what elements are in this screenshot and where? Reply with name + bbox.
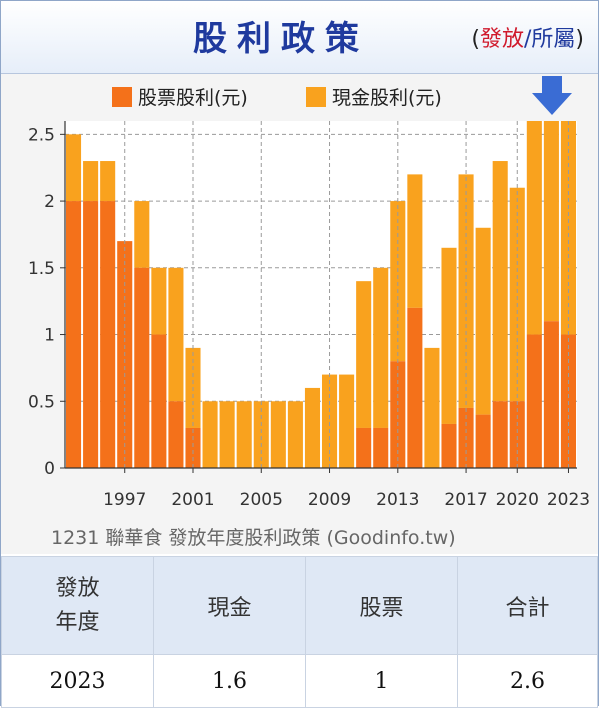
legend-label-cash: 現金股利(元) [332, 87, 442, 109]
legend-swatch-cash [306, 87, 326, 107]
bar-stock-2001 [185, 427, 201, 468]
bar-stock-2022 [543, 321, 559, 468]
bar-cash-2000 [168, 267, 184, 402]
header-year-label: 發放 年度 [55, 575, 100, 635]
cell-cash: 1.6 [153, 654, 306, 708]
legend-label-stock: 股票股利(元) [138, 87, 248, 109]
table-header-row: 發放 年度 現金 股票 合計 [1, 556, 598, 655]
bar-cash-2018 [475, 227, 491, 415]
bar-cash-1996 [100, 161, 116, 202]
panel-header: 股利政策 (發放/所屬) [1, 1, 598, 74]
bar-cash-2010 [339, 374, 355, 468]
bar-cash-2022 [543, 121, 559, 322]
bar-stock-2000 [168, 401, 184, 468]
bar-stock-2020 [509, 401, 525, 468]
bar-cash-2009 [322, 374, 338, 468]
bar-cash-2019 [492, 161, 508, 402]
y-tick-label: 0.5 [28, 392, 55, 412]
bar-stock-2018 [475, 414, 491, 468]
y-tick-label: 1 [44, 326, 55, 346]
link-issue-year[interactable]: 發放 [479, 27, 524, 52]
bar-stock-2013 [390, 361, 406, 468]
year-mode-links: (發放/所屬) [471, 21, 584, 53]
bar-stock-1998 [134, 267, 150, 468]
x-tick-label: 2020 [496, 490, 539, 510]
bar-cash-2021 [526, 121, 542, 335]
bar-stock-2021 [526, 334, 542, 468]
cell-stock: 1 [305, 654, 458, 708]
bar-cash-2016 [441, 247, 457, 424]
bar-cash-2020 [509, 187, 525, 402]
header-cell-total: 合計 [457, 556, 598, 655]
bar-stock-2012 [373, 427, 389, 468]
legend-swatch-stock [112, 87, 132, 107]
bar-cash-1994 [66, 134, 82, 202]
x-tick-label: 2009 [308, 490, 351, 510]
bar-cash-1995 [83, 161, 99, 202]
bar-cash-2007 [287, 401, 303, 468]
bar-cash-2015 [424, 347, 440, 468]
y-tick-label: 0 [44, 459, 55, 479]
x-tick-label: 2005 [240, 490, 283, 510]
x-tick-label: 1997 [103, 490, 146, 510]
arrow-down-icon [532, 76, 572, 115]
bar-stock-1994 [66, 201, 82, 469]
bar-cash-2006 [270, 401, 286, 468]
bar-cash-2014 [407, 174, 423, 308]
bar-cash-2012 [373, 267, 389, 428]
x-tick-label: 2001 [171, 490, 214, 510]
bar-stock-2016 [441, 423, 457, 468]
cell-year: 2023 [1, 654, 154, 708]
bar-cash-1998 [134, 201, 150, 268]
x-tick-label: 2017 [444, 490, 487, 510]
dividend-table: 發放 年度 現金 股票 合計 2023 1.6 1 2.6 [1, 556, 598, 708]
header-cell-cash: 現金 [153, 556, 306, 655]
bar-cash-2004 [236, 401, 252, 468]
bar-stock-1996 [100, 201, 116, 469]
plot-background [65, 121, 577, 468]
link-belong-year[interactable]: 所屬 [531, 27, 576, 52]
page-title: 股利政策 [193, 19, 369, 59]
y-tick-label: 1.5 [28, 259, 55, 279]
bar-stock-2019 [492, 401, 508, 468]
header-cell-stock: 股票 [305, 556, 458, 655]
chart-caption: 1231 聯華食 發放年度股利政策 (Goodinfo.tw) [51, 527, 456, 549]
bar-cash-2013 [390, 201, 406, 362]
x-tick-label: 2023 [547, 490, 590, 510]
dividend-chart: 0 0.5 1 1.5 2 2.5 1997 2001 2005 2009 2013 2017 2020… [28, 76, 590, 549]
chart-area: 0 0.5 1 1.5 2 2.5 1997 2001 2005 2009 2013 2017 2020… [1, 74, 598, 554]
bar-cash-2005 [253, 401, 269, 468]
bar-cash-2003 [219, 401, 235, 468]
x-tick-label: 2013 [376, 490, 419, 510]
table-row: 2023 1.6 1 2.6 [1, 654, 598, 708]
cell-total: 2.6 [457, 654, 598, 708]
bar-stock-2011 [356, 427, 372, 468]
header-cell-year: 發放 年度 [1, 556, 154, 655]
slash: / [523, 27, 532, 52]
bar-stock-1999 [151, 334, 167, 468]
y-tick-label: 2.5 [28, 125, 55, 145]
y-tick-label: 2 [44, 192, 55, 212]
paren-open: ( [471, 27, 480, 52]
bar-stock-2014 [407, 307, 423, 468]
bar-cash-1999 [151, 267, 167, 335]
bar-cash-2002 [202, 401, 218, 468]
paren-close: ) [575, 27, 584, 52]
bar-stock-1995 [83, 201, 99, 469]
bar-cash-2011 [356, 281, 372, 428]
bar-cash-2008 [304, 387, 320, 468]
